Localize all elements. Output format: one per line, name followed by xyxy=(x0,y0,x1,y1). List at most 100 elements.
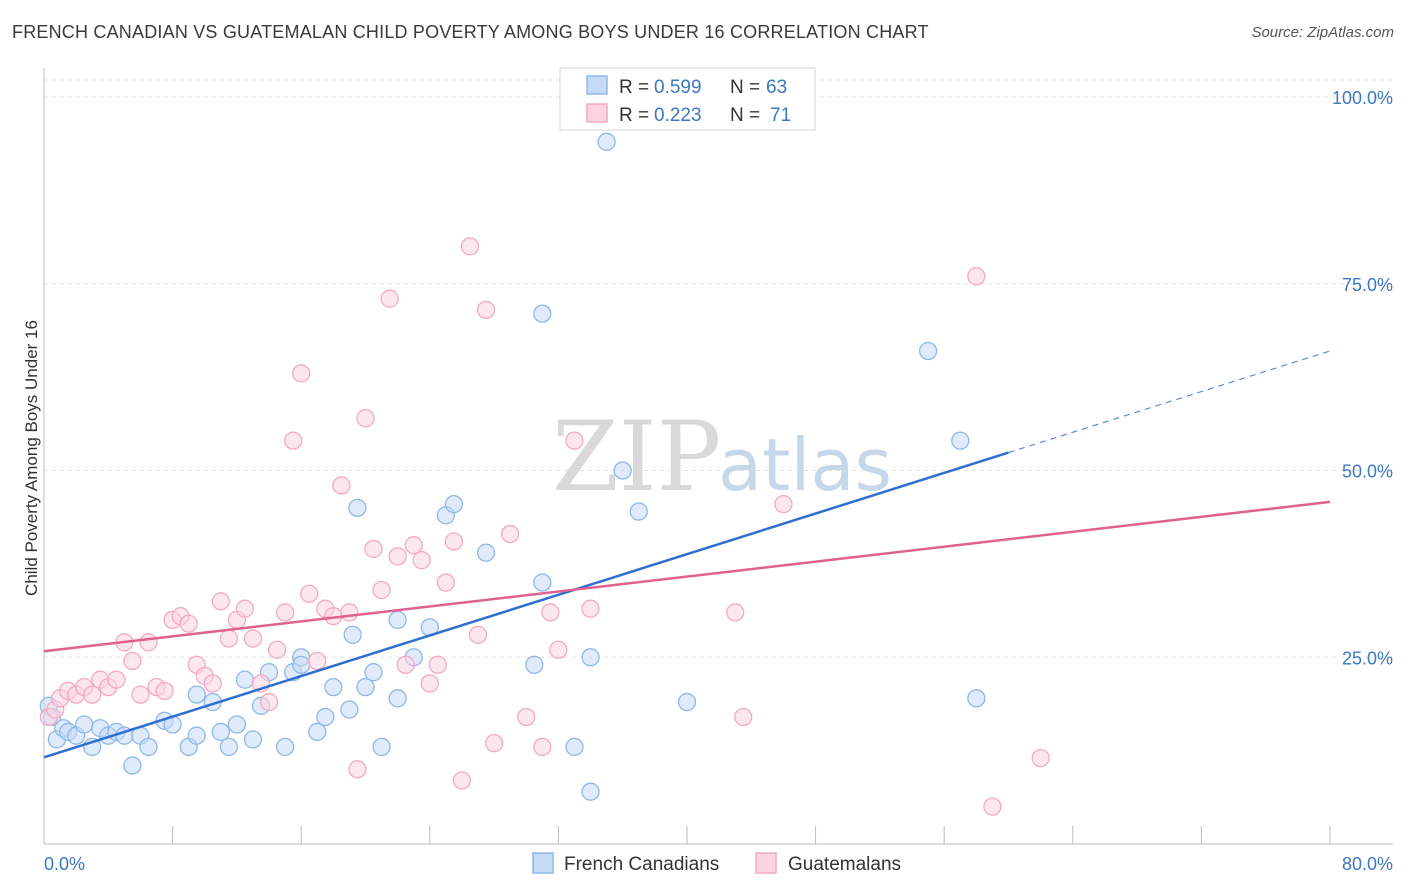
point-french-6 xyxy=(75,715,94,734)
point-french-49 xyxy=(533,573,552,592)
point-guatemalan-37 xyxy=(332,476,351,495)
source-label: Source: ZipAtlas.com xyxy=(1251,24,1394,41)
chart-title: FRENCH CANADIAN VS GUATEMALAN CHILD POVE… xyxy=(12,22,929,42)
point-french-35 xyxy=(340,700,359,719)
point-french-23 xyxy=(227,715,247,734)
point-guatemalan-43 xyxy=(380,289,399,308)
point-guatemalan-58 xyxy=(517,707,536,727)
point-guatemalan-41 xyxy=(364,539,383,559)
point-guatemalan-61 xyxy=(549,640,568,659)
point-french-59 xyxy=(951,431,970,450)
point-guatemalan-46 xyxy=(404,536,423,555)
point-french-42 xyxy=(388,689,407,708)
point-guatemalan-63 xyxy=(581,599,600,618)
watermark: ZIP atlas xyxy=(552,401,892,513)
point-guatemalan-18 xyxy=(179,614,198,633)
bottom-legend-guatemalan: Guatemalans xyxy=(788,854,901,875)
point-french-14 xyxy=(139,737,158,757)
point-guatemalan-51 xyxy=(444,532,464,551)
x-tick-label-min: 0.0% xyxy=(44,854,85,874)
point-french-60 xyxy=(967,689,986,708)
legend-n-value-1: 63 xyxy=(766,77,787,98)
point-guatemalan-45 xyxy=(396,655,415,674)
point-guatemalan-57 xyxy=(501,524,520,544)
point-guatemalan-60 xyxy=(541,603,560,622)
point-guatemalan-42 xyxy=(372,580,391,600)
point-french-38 xyxy=(356,677,375,697)
watermark-zip: ZIP xyxy=(552,401,721,513)
point-guatemalan-47 xyxy=(412,550,431,570)
point-french-57 xyxy=(677,692,697,712)
point-guatemalan-22 xyxy=(211,592,230,611)
data-points xyxy=(39,132,1050,816)
point-guatemalan-69 xyxy=(1031,748,1050,768)
legend-swatch-guatemalan xyxy=(586,103,608,123)
bottom-legend-swatch-french xyxy=(532,852,554,874)
point-guatemalan-26 xyxy=(243,629,263,648)
point-guatemalan-59 xyxy=(533,737,552,757)
bottom-legend: French Canadians Guatemalans xyxy=(532,852,901,875)
point-guatemalan-68 xyxy=(983,797,1002,816)
point-french-48 xyxy=(525,655,544,674)
y-tick-label-1: 75.0% xyxy=(1342,275,1393,295)
point-french-37 xyxy=(348,498,367,518)
point-french-31 xyxy=(292,655,311,674)
point-french-12 xyxy=(123,756,142,775)
point-guatemalan-15 xyxy=(155,681,174,701)
point-french-18 xyxy=(187,726,206,745)
point-french-41 xyxy=(388,610,407,630)
point-guatemalan-38 xyxy=(340,603,359,622)
point-french-52 xyxy=(581,782,600,801)
point-guatemalan-13 xyxy=(139,633,158,652)
point-french-25 xyxy=(243,730,263,749)
grid xyxy=(44,79,1393,658)
point-french-21 xyxy=(211,722,230,742)
point-guatemalan-11 xyxy=(123,651,142,671)
point-guatemalan-48 xyxy=(420,674,439,693)
point-french-24 xyxy=(235,670,255,689)
y-tick-label-0: 100.0% xyxy=(1332,88,1393,108)
y-tick-label-3: 25.0% xyxy=(1342,648,1393,668)
point-guatemalan-66 xyxy=(774,494,793,514)
point-french-28 xyxy=(275,737,295,757)
point-french-56 xyxy=(629,502,648,521)
point-guatemalan-62 xyxy=(565,431,584,450)
point-french-40 xyxy=(372,737,391,757)
point-guatemalan-64 xyxy=(726,603,745,622)
point-guatemalan-32 xyxy=(292,364,311,383)
point-guatemalan-21 xyxy=(203,674,222,693)
point-guatemalan-56 xyxy=(484,734,504,753)
trend-line-french-extension xyxy=(1008,350,1331,454)
point-french-32 xyxy=(308,722,327,742)
legend: R = 0.599 N = 63 R = 0.223 N = 71 xyxy=(559,67,816,131)
point-guatemalan-30 xyxy=(275,603,295,622)
legend-n-value-2: 71 xyxy=(770,105,791,126)
point-french-53 xyxy=(581,648,600,667)
point-guatemalan-50 xyxy=(436,573,456,592)
legend-r-value-1: 0.599 xyxy=(654,77,702,98)
legend-r-label-2: R = xyxy=(619,105,649,126)
watermark-atlas: atlas xyxy=(718,423,892,507)
point-guatemalan-31 xyxy=(284,431,303,450)
point-french-33 xyxy=(316,707,335,727)
point-french-19 xyxy=(187,685,206,704)
legend-r-label-1: R = xyxy=(619,77,649,98)
point-french-50 xyxy=(533,304,552,323)
point-french-36 xyxy=(343,625,362,644)
bottom-legend-french: French Canadians xyxy=(564,854,719,875)
point-french-46 xyxy=(444,494,464,514)
point-guatemalan-55 xyxy=(476,300,496,320)
point-guatemalan-65 xyxy=(734,707,753,727)
point-guatemalan-25 xyxy=(235,599,255,618)
point-guatemalan-33 xyxy=(300,584,319,603)
trend-line-french xyxy=(43,451,1009,759)
point-guatemalan-23 xyxy=(219,629,239,648)
y-tick-labels: 100.0% 75.0% 50.0% 25.0% xyxy=(1332,88,1393,668)
point-guatemalan-28 xyxy=(259,692,279,712)
axes xyxy=(43,68,1393,845)
point-guatemalan-39 xyxy=(348,760,367,779)
point-guatemalan-44 xyxy=(388,547,407,566)
trend-lines xyxy=(43,350,1331,759)
point-guatemalan-34 xyxy=(308,651,327,671)
